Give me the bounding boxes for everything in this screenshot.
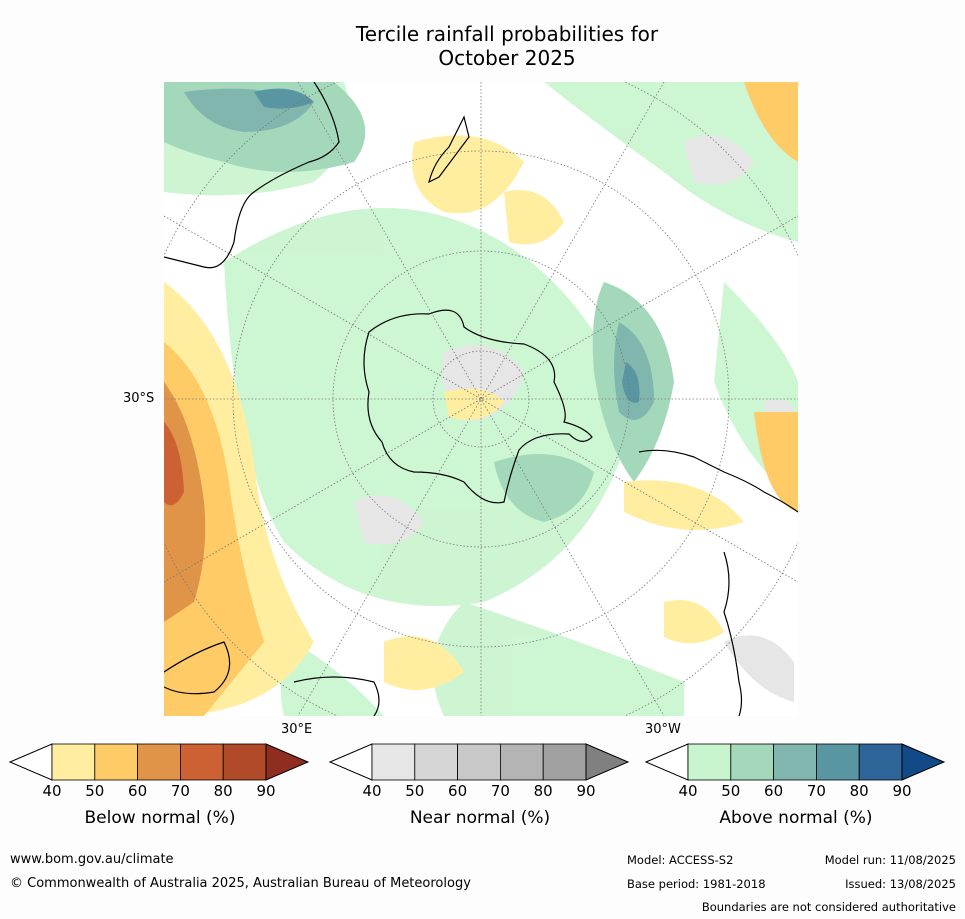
colorbar-tick-label: 70 bbox=[490, 782, 510, 800]
colorbar-segment bbox=[457, 743, 501, 781]
colorbar-segment bbox=[371, 743, 416, 781]
colorbar-near-normal: 40 50 60 70 80 90 Near normal (%) bbox=[328, 742, 630, 832]
colorbar-tick-label: 90 bbox=[576, 782, 596, 800]
lon-label-30e: 30°E bbox=[281, 722, 313, 737]
footer-copyright: © Commonwealth of Australia 2025, Austra… bbox=[10, 876, 471, 891]
colorbar-tick-label: 90 bbox=[256, 782, 276, 800]
colorbar-above-normal-scale bbox=[644, 743, 946, 781]
footer-issued: Issued: 13/08/2025 bbox=[845, 877, 956, 891]
colorbar-above-normal: 40 50 60 70 80 90 Above normal (%) bbox=[644, 742, 946, 832]
title-line-2: October 2025 bbox=[438, 46, 576, 70]
colorbar-segment bbox=[222, 743, 267, 781]
colorbar-tick-label: 60 bbox=[448, 782, 468, 800]
map-svg bbox=[164, 82, 798, 716]
colorbar-tick-label: 50 bbox=[405, 782, 425, 800]
colorbar-above-caption: Above normal (%) bbox=[719, 808, 873, 828]
colorbar-segment bbox=[687, 743, 732, 781]
chart-title: Tercile rainfall probabilities for Octob… bbox=[0, 22, 965, 70]
colorbar-tick-label: 70 bbox=[806, 782, 826, 800]
colorbar-tick-label: 90 bbox=[892, 782, 912, 800]
colorbar-segment bbox=[51, 743, 96, 781]
colorbar-below-caption: Below normal (%) bbox=[84, 808, 236, 828]
colorbar-tick-label: 50 bbox=[85, 782, 105, 800]
colorbar-tick-label: 40 bbox=[678, 782, 698, 800]
colorbar-segment bbox=[858, 743, 903, 781]
below-normal-patches bbox=[164, 82, 798, 716]
footer-base-period: Base period: 1981-2018 bbox=[627, 877, 766, 891]
above-normal-strong-patches bbox=[164, 82, 674, 522]
footer-model: Model: ACCESS-S2 bbox=[627, 853, 734, 867]
lon-label-30w: 30°W bbox=[645, 722, 681, 737]
footer-url[interactable]: www.bom.gov.au/climate bbox=[10, 852, 174, 867]
colorbar-tick-label: 80 bbox=[213, 782, 233, 800]
colorbar-tick-label: 50 bbox=[721, 782, 741, 800]
colorbar-tick-label: 80 bbox=[533, 782, 553, 800]
colorbar-segment bbox=[730, 743, 775, 781]
colorbar-segment bbox=[179, 743, 224, 781]
colorbar-segment bbox=[542, 743, 587, 781]
colorbar-segment bbox=[137, 743, 181, 781]
polar-map[interactable] bbox=[164, 82, 798, 716]
colorbar-tick-label: 80 bbox=[849, 782, 869, 800]
footer-disclaimer: Boundaries are not considered authoritat… bbox=[701, 900, 956, 914]
lat-label-30s: 30°S bbox=[123, 391, 155, 406]
colorbar-tick-label: 60 bbox=[764, 782, 784, 800]
colorbar-tick-label: 70 bbox=[170, 782, 190, 800]
colorbar-segment bbox=[414, 743, 459, 781]
footer-model-run: Model run: 11/08/2025 bbox=[824, 853, 956, 867]
colorbar-near-caption: Near normal (%) bbox=[409, 808, 551, 828]
graticule bbox=[164, 82, 798, 716]
colorbar-segment bbox=[499, 743, 544, 781]
colorbar-below-normal-scale bbox=[8, 743, 310, 781]
title-line-1: Tercile rainfall probabilities for bbox=[355, 22, 659, 46]
colorbar-segment bbox=[815, 743, 860, 781]
colorbar-near-normal-scale bbox=[328, 743, 630, 781]
colorbar-below-normal: 40 50 60 70 80 90 Below normal (%) bbox=[8, 742, 310, 832]
colorbar-tick-label: 60 bbox=[128, 782, 148, 800]
colorbar-tick-label: 40 bbox=[362, 782, 382, 800]
colorbar-segment bbox=[773, 743, 817, 781]
colorbar-tick-label: 40 bbox=[42, 782, 62, 800]
colorbar-segment bbox=[94, 743, 139, 781]
coastlines bbox=[164, 82, 798, 716]
